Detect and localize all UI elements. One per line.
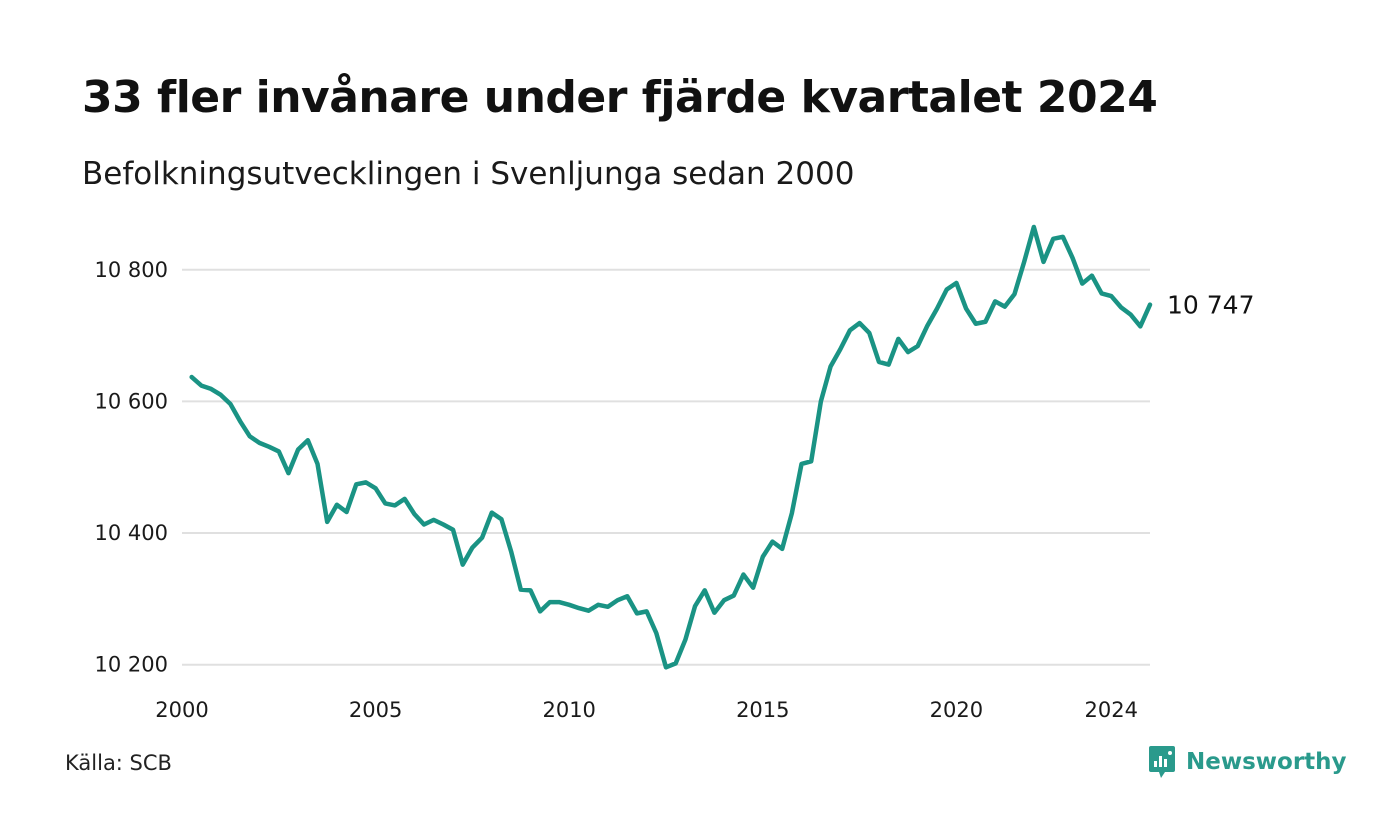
end-value-label: 10 747 (1167, 291, 1254, 320)
chart-title: 33 fler invånare under fjärde kvartalet … (82, 72, 1158, 123)
newsworthy-logo-icon (1149, 746, 1175, 778)
y-tick-label: 10 800 (95, 258, 168, 282)
brand-logo: Newsworthy (1148, 744, 1347, 780)
x-tick-label: 2000 (155, 698, 208, 722)
grid-lines (182, 268, 1150, 666)
chart-subtitle: Befolkningsutvecklingen i Svenljunga sed… (82, 156, 855, 192)
y-tick-label: 10 400 (95, 521, 168, 545)
series-layer (189, 224, 1153, 670)
y-tick-label: 10 600 (95, 389, 168, 413)
x-tick-label: 2015 (736, 698, 789, 722)
x-axis-tick-labels: 2000 2005 2010 2015 2020 2024 (155, 698, 1138, 722)
x-tick-label: 2020 (930, 698, 983, 722)
population-series-line (189, 224, 1153, 670)
y-tick-label: 10 200 (95, 653, 168, 677)
x-tick-label: 2005 (349, 698, 402, 722)
source-label: Källa: SCB (65, 751, 172, 775)
end-value-layer: 10 747 (1167, 291, 1254, 320)
y-axis-tick-labels: 10 200 10 400 10 600 10 800 (95, 258, 168, 677)
x-tick-label: 2010 (542, 698, 595, 722)
x-tick-label: 2024 (1085, 698, 1138, 722)
brand-name: Newsworthy (1186, 749, 1347, 775)
